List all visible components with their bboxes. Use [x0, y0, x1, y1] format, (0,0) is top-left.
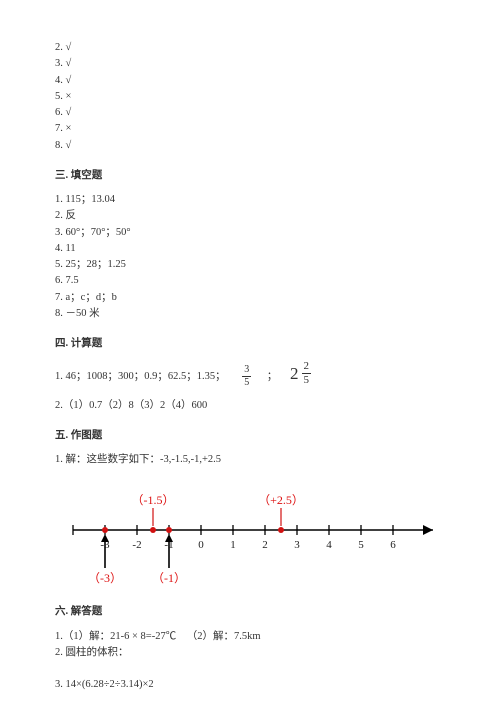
section-5-title: 五. 作图题: [55, 428, 445, 444]
sec3-item: 8. －50 米: [55, 306, 445, 322]
frac-den: 5: [242, 376, 251, 388]
section-4-line1: 1. 46；1008；300；0.9；62.5；1.35； 3 5 ； 2 2 …: [55, 361, 445, 388]
svg-text:2: 2: [262, 539, 268, 551]
svg-text:-2: -2: [132, 539, 141, 551]
svg-text:（-1.5）: （-1.5）: [132, 493, 175, 507]
section-6-list: 1.（1）解：21-6 × 8=-27℃ （2）解：7.5km2. 圆柱的体积：…: [55, 629, 445, 694]
number-line-svg: -3-2-10123456（-3）（-1.5）（-1）（+2.5）: [55, 482, 447, 590]
svg-text:0: 0: [198, 539, 204, 551]
sec3-item: 5. 25；28；1.25: [55, 257, 445, 273]
svg-text:6: 6: [390, 539, 396, 551]
frac-den: 5: [302, 373, 312, 386]
mixed-whole: 2: [290, 361, 299, 387]
section-5-line1: 1. 解：这些数字如下：-3,-1.5,-1,+2.5: [55, 452, 445, 468]
tf-item: 6. √: [55, 105, 445, 121]
svg-text:4: 4: [326, 539, 332, 551]
svg-text:（-1）: （-1）: [152, 571, 186, 585]
frac-num: 2: [302, 361, 312, 373]
tf-item: 7. ×: [55, 121, 445, 137]
svg-text:3: 3: [294, 539, 300, 551]
svg-text:1: 1: [230, 539, 236, 551]
sec6-item: 1.（1）解：21-6 × 8=-27℃ （2）解：7.5km: [55, 629, 445, 645]
sec3-item: 2. 反: [55, 208, 445, 224]
sec3-item: 4. 11: [55, 241, 445, 257]
tf-item: 4. √: [55, 73, 445, 89]
sec3-item: 7. a；c；d；b: [55, 290, 445, 306]
page-root: 2. √3. √4. √5. ×6. √7. ×8. √ 三. 填空题 1. 1…: [0, 0, 500, 707]
number-line-diagram: -3-2-10123456（-3）（-1.5）（-1）（+2.5）: [55, 482, 445, 590]
section-6-title: 六. 解答题: [55, 604, 445, 620]
fraction-2-5: 2 5: [302, 361, 312, 386]
section-4-title: 四. 计算题: [55, 336, 445, 352]
tf-item: 2. √: [55, 40, 445, 56]
tf-list: 2. √3. √4. √5. ×6. √7. ×8. √: [55, 40, 445, 154]
sec3-item: 3. 60°；70°；50°: [55, 225, 445, 241]
sec3-item: 1. 115；13.04: [55, 192, 445, 208]
sec6-item: 3. 14×(6.28÷2÷3.14)×2: [55, 677, 445, 693]
tf-item: 3. √: [55, 56, 445, 72]
svg-text:（-3）: （-3）: [88, 571, 122, 585]
section-4-line2: 2.（1）0.7（2）8（3）2（4）600: [55, 398, 445, 414]
sec6-item: [55, 661, 445, 677]
mixed-fraction: 2 2 5: [290, 361, 314, 387]
section-3-list: 1. 115；13.042. 反3. 60°；70°；50°4. 115. 25…: [55, 192, 445, 322]
svg-text:5: 5: [358, 539, 364, 551]
section-3-title: 三. 填空题: [55, 168, 445, 184]
frac-num: 3: [242, 365, 251, 376]
sec4-sep: ；: [267, 371, 278, 382]
svg-text:（+2.5）: （+2.5）: [258, 493, 304, 507]
tf-item: 5. ×: [55, 89, 445, 105]
sec4-l1-prefix: 1. 46；1008；300；0.9；62.5；1.35；: [55, 371, 226, 382]
sec3-item: 6. 7.5: [55, 273, 445, 289]
sec6-item: 2. 圆柱的体积：: [55, 645, 445, 661]
fraction-3-5: 3 5: [242, 365, 251, 388]
tf-item: 8. √: [55, 138, 445, 154]
